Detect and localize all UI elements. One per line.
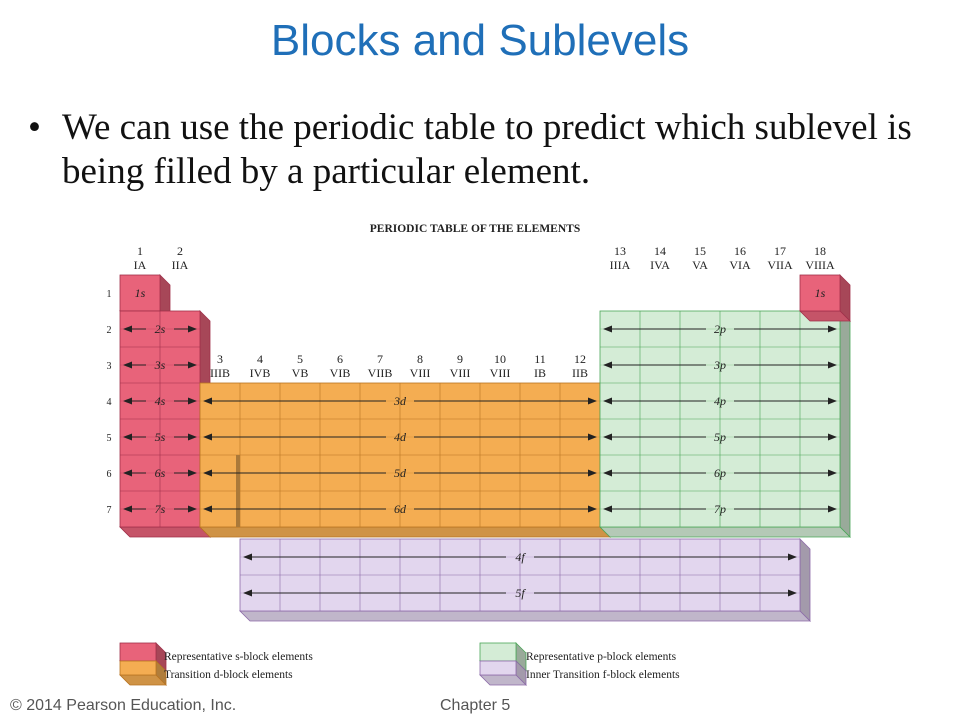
- group-roman-4: IVB: [250, 366, 271, 380]
- period-number-7: 7: [107, 505, 112, 516]
- legend-swatch-s-d-top-face: [119, 642, 157, 662]
- group-roman-5: VB: [292, 366, 309, 380]
- footer-chapter: Chapter 5: [440, 697, 511, 714]
- d-row-4d-label: 4d: [394, 430, 407, 444]
- s-block-period1-face: [119, 274, 161, 312]
- p-row-4p-label: 4p: [714, 394, 726, 408]
- group-number-6: 6: [337, 352, 343, 366]
- group-roman-1: IA: [134, 258, 147, 272]
- group-roman-3: IIIB: [210, 366, 230, 380]
- period-number-4: 4: [107, 397, 112, 408]
- he-cell-face: [799, 274, 841, 312]
- f-block-side: [799, 538, 811, 622]
- group-number-16: 16: [734, 244, 746, 258]
- group-roman-7: VIIB: [368, 366, 393, 380]
- group-number-18: 18: [814, 244, 826, 258]
- group-number-1: 1: [137, 244, 143, 258]
- group-roman-14: IVA: [650, 258, 670, 272]
- table-title: PERIODIC TABLE OF THE ELEMENTS: [370, 223, 580, 235]
- group-roman-8: VIII: [410, 366, 431, 380]
- period-number-6: 6: [107, 469, 112, 480]
- legend-f-block-text: Inner Transition f-block elements: [526, 669, 680, 681]
- s-row-4s-label: 4s: [155, 394, 166, 408]
- p-row-3p-label: 3p: [713, 358, 726, 372]
- s-label-1s: 1s: [135, 286, 146, 300]
- group-number-12: 12: [574, 352, 586, 366]
- slide-title: Blocks and Sublevels: [270, 16, 690, 65]
- he-label-1s: 1s: [815, 286, 826, 300]
- legend-swatch-p-f-bottom-face: [479, 660, 517, 676]
- footer-copyright: © 2014 Pearson Education, Inc.: [10, 697, 237, 714]
- group-number-13: 13: [614, 244, 626, 258]
- p-block-side: [839, 310, 851, 538]
- group-number-4: 4: [257, 352, 263, 366]
- f-row-4f-label: 4f: [515, 550, 526, 564]
- legend-swatch-s-d-bottom-face: [119, 660, 157, 676]
- group-number-11: 11: [534, 352, 546, 366]
- legend-p-block-text: Representative p-block elements: [526, 651, 677, 663]
- group-roman-9: VIII: [450, 366, 471, 380]
- legend-d-block-text: Transition d-block elements: [164, 669, 293, 681]
- s-row-5s-label: 5s: [155, 430, 166, 444]
- group-roman-16: VIA: [729, 258, 751, 272]
- s-row-7s-label: 7s: [155, 502, 166, 516]
- f-block-bottom: [239, 610, 811, 622]
- d-block-bottom: [199, 526, 611, 538]
- group-roman-11: IB: [534, 366, 546, 380]
- s-block-bottom: [119, 526, 211, 538]
- period-number-3: 3: [107, 361, 112, 372]
- group-number-14: 14: [654, 244, 666, 258]
- legend-swatch-p-f-top-face: [479, 642, 517, 662]
- group-roman-18: VIIIA: [805, 258, 835, 272]
- group-number-7: 7: [377, 352, 383, 366]
- group-roman-10: VIII: [490, 366, 511, 380]
- group-number-15: 15: [694, 244, 706, 258]
- group-number-10: 10: [494, 352, 506, 366]
- s-row-6s-label: 6s: [155, 466, 166, 480]
- group-roman-15: VA: [692, 258, 708, 272]
- group-roman-6: VIB: [330, 366, 351, 380]
- group-roman-13: IIIA: [610, 258, 631, 272]
- period-number-2: 2: [107, 325, 112, 336]
- p-row-2p-label: 2p: [714, 322, 726, 336]
- p-row-5p-label: 5p: [714, 430, 726, 444]
- group-number-5: 5: [297, 352, 303, 366]
- d-row-6d-label: 6d: [394, 502, 407, 516]
- group-number-9: 9: [457, 352, 463, 366]
- p-row-7p-label: 7p: [714, 502, 726, 516]
- s-row-2s-label: 2s: [155, 322, 166, 336]
- d-block-lanthanide-gap: [236, 455, 240, 527]
- period-number-5: 5: [107, 433, 112, 444]
- d-row-5d-label: 5d: [394, 466, 407, 480]
- group-number-17: 17: [774, 244, 786, 258]
- bullet-text: We can use the periodic table to predict…: [62, 107, 912, 192]
- group-roman-12: IIB: [572, 366, 588, 380]
- group-number-3: 3: [217, 352, 223, 366]
- group-roman-2: IIA: [172, 258, 189, 272]
- s-row-3s-label: 3s: [154, 358, 166, 372]
- group-number-8: 8: [417, 352, 423, 366]
- legend-s-block-text: Representative s-block elements: [164, 651, 313, 663]
- group-roman-17: VIIA: [767, 258, 793, 272]
- periodic-table-diagram: PERIODIC TABLE OF THE ELEMENTS 1s 2s 3s 4s 5s…: [107, 223, 851, 686]
- period-number-1: 1: [107, 289, 112, 300]
- p-row-6p-label: 6p: [714, 466, 726, 480]
- d-row-3d-label: 3d: [393, 394, 407, 408]
- group-number-2: 2: [177, 244, 183, 258]
- p-block-bottom: [599, 526, 851, 538]
- bullet-dot-icon: •: [28, 107, 41, 148]
- f-row-5f-label: 5f: [515, 586, 526, 600]
